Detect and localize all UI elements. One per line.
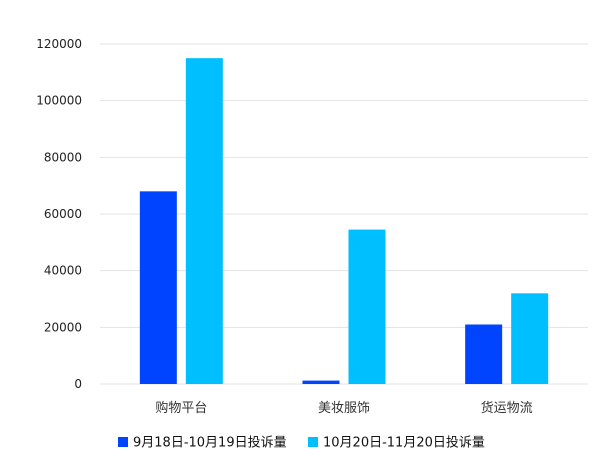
legend-swatch [118,437,128,447]
x-category-label: 购物平台 [155,400,207,416]
y-tick-label: 80000 [44,150,82,164]
bar [348,229,386,384]
bar [185,58,223,385]
y-axis-ticks: 0 20000 40000 60000 80000 100000 120000 [36,37,82,391]
gridlines [100,43,588,385]
x-axis-categories: 购物平台 美妆服饰 货运物流 [155,400,532,416]
legend-swatch [308,437,318,447]
bar [465,324,503,384]
y-tick-label: 100000 [36,94,82,108]
y-tick-label: 60000 [44,207,82,221]
bar [511,293,549,384]
legend: 9月18日-10月19日投诉量 10月20日-11月20日投诉量 [118,435,485,451]
y-tick-label: 0 [74,377,82,391]
bar [302,380,340,384]
y-tick-label: 40000 [44,264,82,278]
legend-label: 10月20日-11月20日投诉量 [323,435,485,451]
bars [139,58,549,385]
x-category-label: 货运物流 [481,400,533,416]
x-category-label: 美妆服饰 [318,401,370,416]
legend-label: 9月18日-10月19日投诉量 [133,435,287,451]
y-tick-label: 120000 [36,37,82,51]
bar [139,191,177,384]
y-tick-label: 20000 [44,320,82,334]
